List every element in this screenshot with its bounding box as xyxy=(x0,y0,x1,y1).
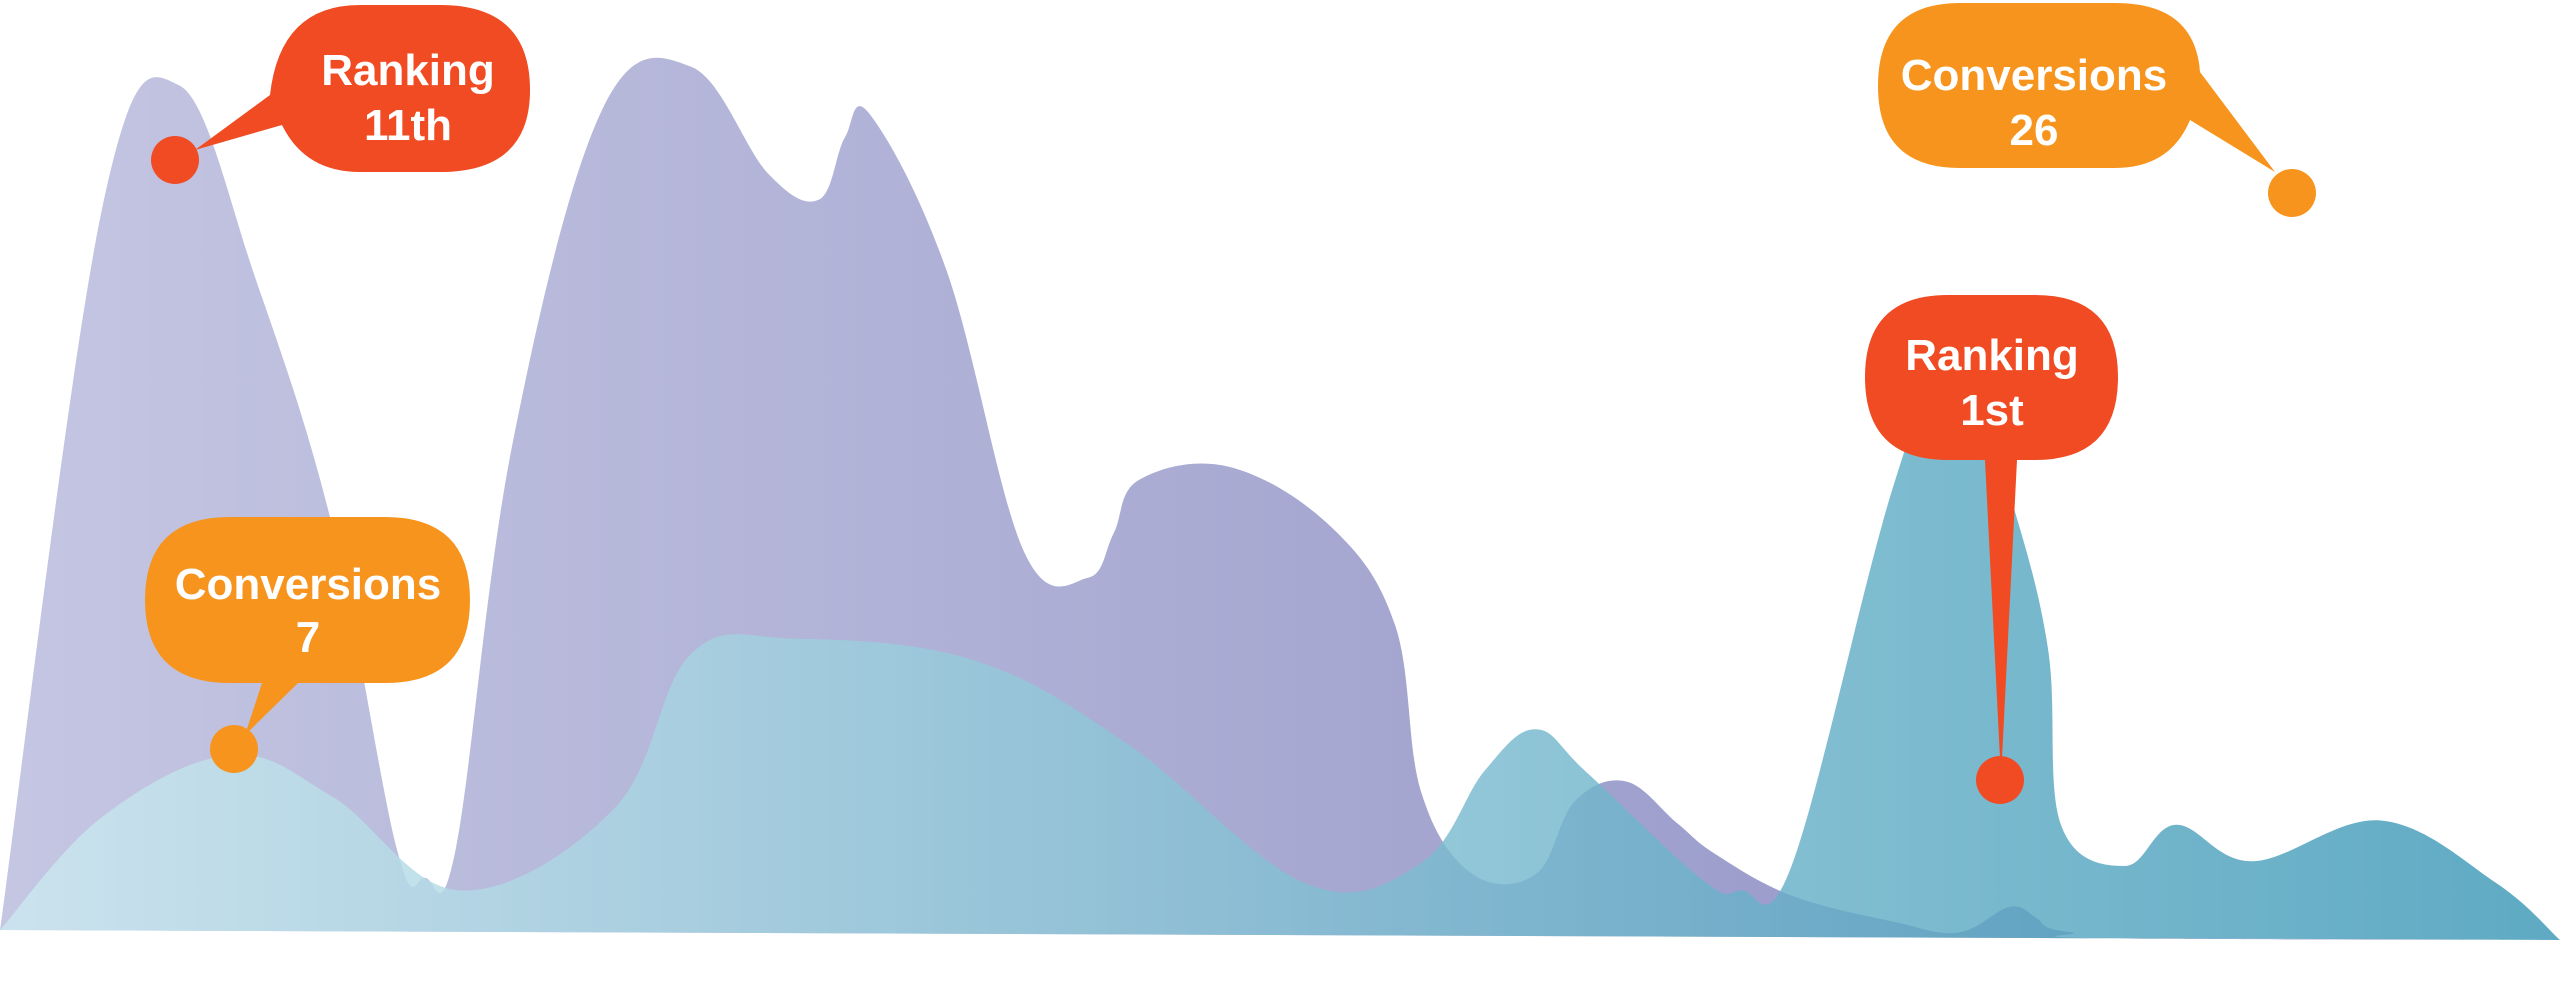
callout-value: 7 xyxy=(296,613,320,662)
marker-dot xyxy=(151,136,199,184)
callout-label: Ranking xyxy=(321,46,495,95)
marker-dot xyxy=(2268,169,2316,217)
callout-label: Ranking xyxy=(1905,331,2079,380)
callout-value: 11th xyxy=(364,101,452,150)
marker-dot xyxy=(1976,756,2024,804)
callout-value: 26 xyxy=(2010,106,2059,155)
callout-label: Conversions xyxy=(175,560,442,609)
callout-label: Conversions xyxy=(1901,51,2168,100)
marker-dot xyxy=(210,725,258,773)
series-area-ranking xyxy=(0,57,2560,941)
series-area-conversions xyxy=(0,343,2560,940)
callout-ranking-11th: Ranking 11th xyxy=(151,5,530,184)
callout-conversions-26: Conversions 26 xyxy=(1878,3,2316,217)
callout-ranking-1st: Ranking 1st xyxy=(1865,295,2118,804)
callout-conversions-7: Conversions 7 xyxy=(145,517,470,773)
callout-value: 1st xyxy=(1960,386,2024,435)
